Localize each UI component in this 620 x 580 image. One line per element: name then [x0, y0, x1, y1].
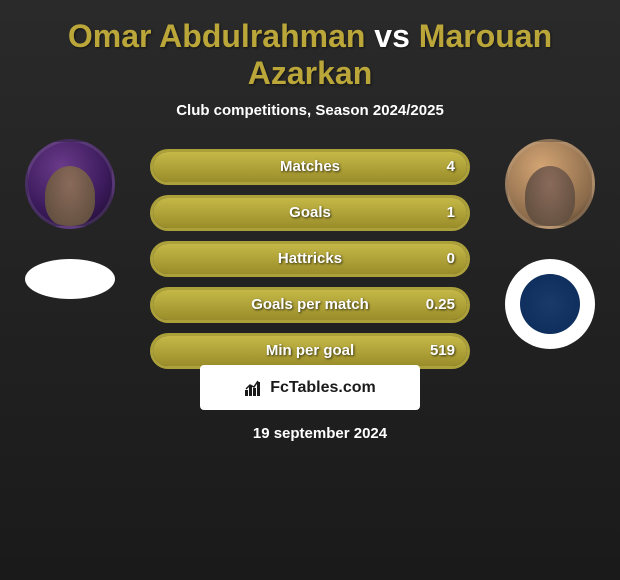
stat-label: Hattricks [153, 244, 467, 274]
source-logo-box: FcTables.com [200, 365, 420, 410]
stat-right-value: 1 [447, 198, 455, 228]
player1-name: Omar Abdulrahman [68, 18, 366, 54]
stat-label: Min per goal [153, 336, 467, 366]
stats-bars: Matches 4 Goals 1 Hattricks 0 Goals per … [150, 149, 470, 379]
chart-bars-icon [244, 378, 264, 398]
stat-row-mpg: Min per goal 519 [150, 333, 470, 369]
stat-label: Matches [153, 152, 467, 182]
comparison-subtitle: Club competitions, Season 2024/2025 [10, 102, 610, 119]
stat-label: Goals [153, 198, 467, 228]
comparison-title: Omar Abdulrahman vs Marouan Azarkan [10, 18, 610, 92]
source-logo-text: FcTables.com [270, 379, 376, 397]
stat-right-value: 4 [447, 152, 455, 182]
stat-right-value: 519 [430, 336, 455, 366]
stat-row-gpm: Goals per match 0.25 [150, 287, 470, 323]
stat-right-value: 0 [447, 244, 455, 274]
stat-label: Goals per match [153, 290, 467, 320]
stats-area: Matches 4 Goals 1 Hattricks 0 Goals per … [10, 149, 610, 399]
player1-photo [25, 139, 115, 229]
comparison-card: Omar Abdulrahman vs Marouan Azarkan Club… [0, 0, 620, 580]
comparison-date: 19 september 2024 [10, 425, 620, 442]
club2-badge [505, 259, 595, 349]
stat-row-matches: Matches 4 [150, 149, 470, 185]
stat-row-goals: Goals 1 [150, 195, 470, 231]
stat-right-value: 0.25 [426, 290, 455, 320]
right-photo-column [490, 139, 610, 349]
stat-row-hattricks: Hattricks 0 [150, 241, 470, 277]
left-photo-column [10, 139, 130, 299]
player2-silhouette [525, 166, 575, 226]
player2-photo [505, 139, 595, 229]
player1-silhouette [45, 166, 95, 226]
vs-separator: vs [374, 18, 410, 54]
club1-badge [25, 259, 115, 299]
